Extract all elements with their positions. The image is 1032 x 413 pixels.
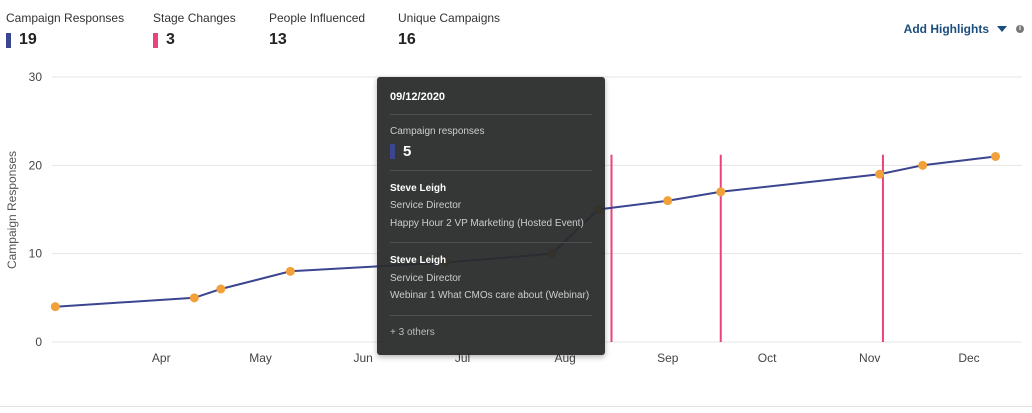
x-tick-label: Oct <box>758 351 777 365</box>
y-tick-label: 0 <box>35 335 42 349</box>
divider <box>390 242 592 243</box>
add-highlights-label[interactable]: Add Highlights <box>903 22 989 36</box>
tooltip-entry-name: Steve Leigh <box>390 183 447 194</box>
chevron-down-icon[interactable] <box>997 26 1007 32</box>
series-swatch <box>6 32 11 48</box>
tooltip-entry-campaign: Happy Hour 2 VP Marketing (Hosted Event) <box>390 218 584 229</box>
data-point[interactable] <box>875 169 885 179</box>
y-axis-label: Campaign Responses <box>5 151 19 269</box>
tooltip-entry-campaign: Webinar 1 What CMOs care about (Webinar) <box>390 290 590 301</box>
data-point[interactable] <box>50 302 60 312</box>
stat-value: 16 <box>398 31 416 48</box>
series-swatch <box>390 144 395 159</box>
stat-unique-campaigns: Unique Campaigns 16 <box>398 11 500 49</box>
stat-value: 19 <box>19 31 37 48</box>
tooltip-entry-title: Service Director <box>390 200 462 211</box>
stat-value: 13 <box>269 31 287 48</box>
stat-stage-changes: Stage Changes 3 <box>153 11 236 49</box>
data-point[interactable] <box>918 160 928 170</box>
info-icon[interactable]: i <box>1016 25 1024 33</box>
y-tick-label: 10 <box>29 247 43 261</box>
data-point[interactable] <box>663 196 673 206</box>
add-highlights-dropdown[interactable]: Add Highlights i <box>904 22 1024 36</box>
tooltip-entry-name: Steve Leigh <box>390 255 447 266</box>
stat-campaign-responses: Campaign Responses 19 <box>6 11 124 49</box>
series-swatch <box>153 32 158 48</box>
divider <box>390 170 592 171</box>
x-tick-label: May <box>249 351 272 365</box>
x-tick-label: Jun <box>354 351 373 365</box>
tooltip-date: 09/12/2020 <box>390 91 446 103</box>
data-point[interactable] <box>189 293 199 303</box>
stat-label: Unique Campaigns <box>398 11 501 25</box>
data-point[interactable] <box>991 152 1001 161</box>
tooltip-metric-value: 5 <box>403 143 412 160</box>
stat-people-influenced: People Influenced 13 <box>269 11 365 49</box>
divider <box>0 406 1032 407</box>
stat-label: Stage Changes <box>153 11 236 25</box>
data-point[interactable] <box>216 284 226 294</box>
x-tick-label: Sep <box>657 351 679 365</box>
stat-value: 3 <box>166 31 175 48</box>
y-tick-label: 30 <box>29 70 43 84</box>
divider <box>390 315 592 316</box>
y-axis-ticks: 0 10 20 30 <box>29 70 43 349</box>
stat-label: Campaign Responses <box>6 11 125 25</box>
data-point[interactable] <box>285 266 295 276</box>
tooltip-metric-label: Campaign responses <box>390 126 485 137</box>
x-tick-label: Dec <box>958 351 979 365</box>
x-tick-label: Nov <box>859 351 880 365</box>
y-tick-label: 20 <box>29 158 43 172</box>
chart-tooltip: 09/12/2020 Campaign responses 5 Steve Le… <box>377 77 605 355</box>
stat-label: People Influenced <box>269 11 366 25</box>
stage-change-markers <box>610 154 884 342</box>
x-tick-label: Apr <box>152 351 171 365</box>
divider <box>390 114 592 115</box>
tooltip-more-link[interactable]: + 3 others <box>390 327 435 338</box>
data-point[interactable] <box>716 187 726 197</box>
tooltip-entry-title: Service Director <box>390 273 462 284</box>
